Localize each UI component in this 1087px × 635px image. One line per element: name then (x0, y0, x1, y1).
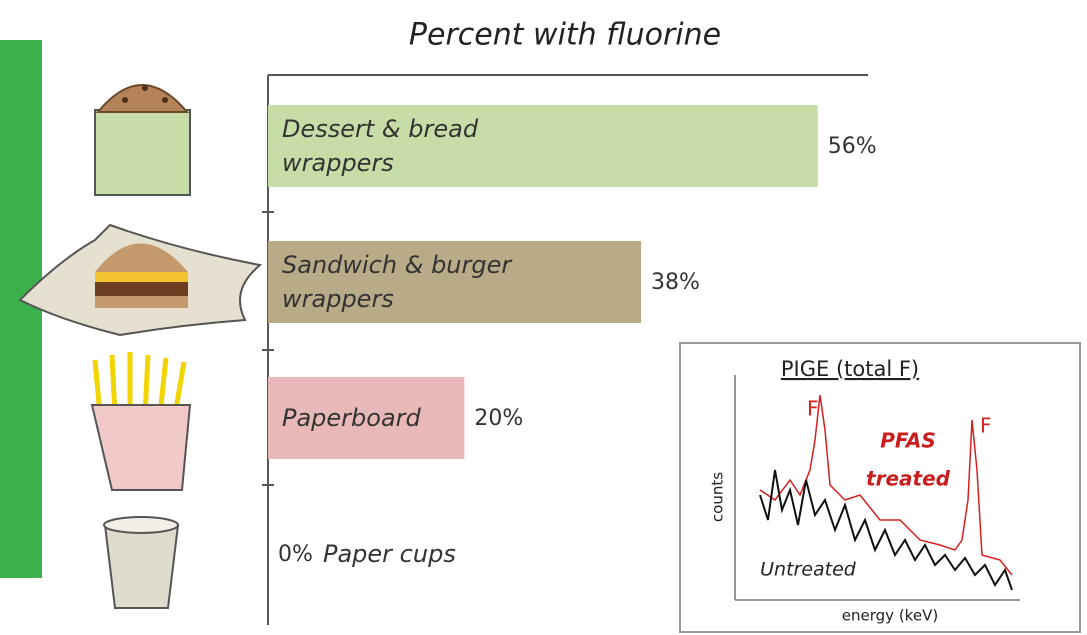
icon-dessert (94, 84, 191, 196)
bar (268, 105, 818, 187)
icon-fries (90, 352, 192, 491)
treated-label: PFAS (880, 429, 936, 453)
category-label: Dessert & bread wrappers (282, 115, 479, 177)
value-label: 20% (474, 405, 524, 431)
chart-title: Percent with fluorine (409, 18, 721, 53)
x-axis-label: energy (keV) (842, 607, 938, 625)
treated-label: treated (866, 467, 951, 491)
category-label: Sandwich & burger wrappers (282, 251, 512, 313)
inset-title: PIGE (total F) (781, 357, 919, 381)
bar (268, 377, 465, 459)
value-label: 0% (278, 541, 313, 567)
bar (268, 241, 642, 323)
category-label: Paperboard (282, 404, 421, 432)
side-bar (0, 40, 42, 578)
value-label: 56% (827, 133, 877, 159)
untreated-label: Untreated (760, 559, 857, 581)
category-label: Paper cups (323, 540, 456, 568)
icon-burger (18, 223, 263, 337)
peak-label: F (807, 397, 819, 421)
value-label: 38% (651, 269, 700, 295)
y-axis-label: counts (709, 472, 727, 522)
icon-cup (103, 516, 180, 609)
peak-label: F (980, 414, 992, 438)
inset: PIGE (total F) F F PFAS treated Untreate… (679, 342, 1081, 633)
